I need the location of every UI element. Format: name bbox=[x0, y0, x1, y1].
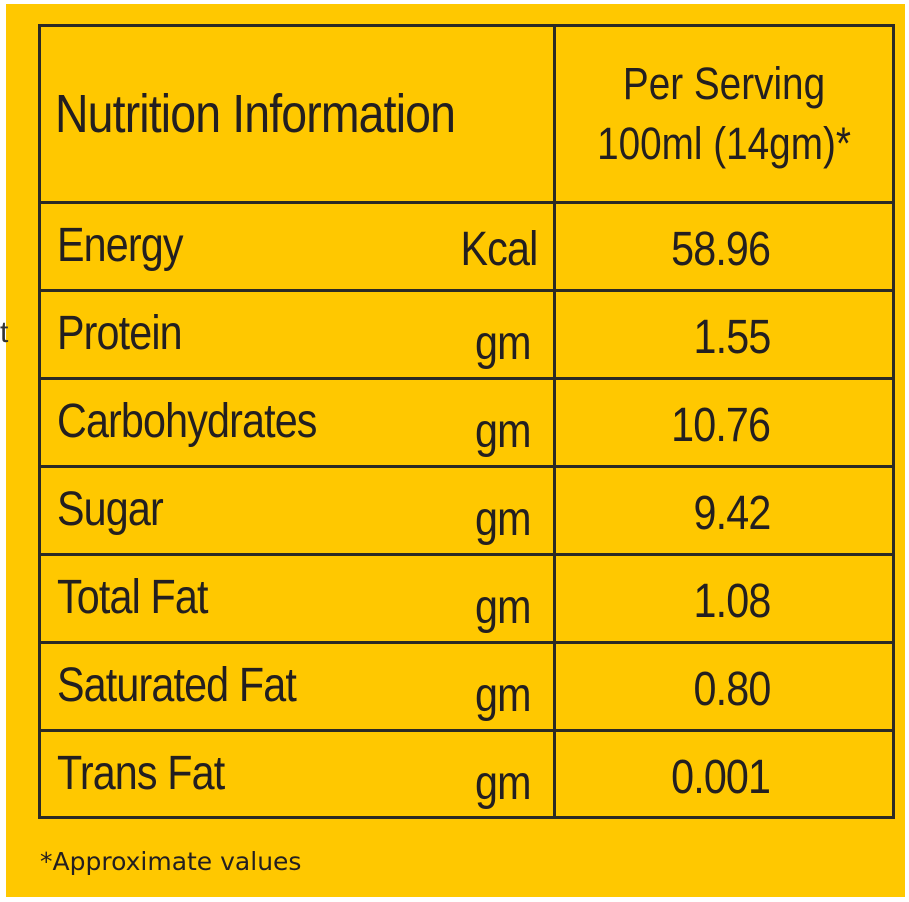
table-row: Protein gm 1.55 bbox=[38, 289, 895, 380]
table-row: Trans Fat gm 0.001 bbox=[38, 729, 895, 819]
value-cell: 1.55 bbox=[553, 289, 895, 380]
table-row: Total Fat gm 1.08 bbox=[38, 553, 895, 644]
nutrient-cell: Saturated Fat gm bbox=[38, 641, 556, 732]
nutrient-cell: Carbohydrates gm bbox=[38, 377, 556, 468]
nutrient-value: 9.42 bbox=[693, 487, 771, 540]
nutrient-cell: Energy Kcal bbox=[38, 201, 556, 292]
value-cell: 0.001 bbox=[553, 729, 895, 819]
table-row: Energy Kcal 58.96 bbox=[38, 201, 895, 292]
nutrient-unit: gm bbox=[475, 757, 531, 810]
nutrient-value: 1.08 bbox=[693, 575, 771, 628]
table-row: Saturated Fat gm 0.80 bbox=[38, 641, 895, 732]
table-row: Carbohydrates gm 10.76 bbox=[38, 377, 895, 468]
nutrient-cell: Sugar gm bbox=[38, 465, 556, 556]
value-cell: 0.80 bbox=[553, 641, 895, 732]
nutrient-name: Trans Fat bbox=[57, 747, 225, 800]
nutrient-value: 0.80 bbox=[693, 663, 771, 716]
nutrient-cell: Protein gm bbox=[38, 289, 556, 380]
nutrient-cell: Trans Fat gm bbox=[38, 729, 556, 819]
header-row: Nutrition Information Per Serving 100ml … bbox=[38, 24, 895, 204]
nutrient-name: Sugar bbox=[57, 483, 164, 536]
nutrient-name: Carbohydrates bbox=[57, 395, 317, 448]
nutrition-table: Nutrition Information Per Serving 100ml … bbox=[38, 24, 895, 819]
nutrient-unit: gm bbox=[475, 669, 531, 722]
nutrient-unit: gm bbox=[475, 405, 531, 458]
value-cell: 10.76 bbox=[553, 377, 895, 468]
nutrient-unit: gm bbox=[475, 581, 531, 634]
value-cell: 9.42 bbox=[553, 465, 895, 556]
value-cell: 1.08 bbox=[553, 553, 895, 644]
table-title: Nutrition Information bbox=[55, 84, 456, 144]
nutrient-value: 1.55 bbox=[693, 311, 771, 364]
nutrient-unit: Kcal bbox=[460, 223, 538, 276]
value-cell: 58.96 bbox=[553, 201, 895, 292]
table-title-cell: Nutrition Information bbox=[38, 24, 556, 204]
nutrient-unit: gm bbox=[475, 493, 531, 546]
nutrient-name: Energy bbox=[57, 219, 184, 272]
serving-label: Per Serving bbox=[622, 58, 826, 109]
footnote: *Approximate values bbox=[40, 847, 302, 876]
nutrient-name: Total Fat bbox=[57, 571, 208, 624]
nutrient-name: Protein bbox=[57, 307, 183, 360]
stray-letter: t bbox=[0, 316, 9, 349]
nutrient-cell: Total Fat gm bbox=[38, 553, 556, 644]
nutrient-value: 10.76 bbox=[670, 399, 771, 452]
nutrient-value: 58.96 bbox=[670, 223, 771, 276]
serving-size: 100ml (14gm)* bbox=[597, 118, 851, 169]
nutrient-unit: gm bbox=[475, 317, 531, 370]
nutrient-name: Saturated Fat bbox=[57, 659, 297, 712]
table-row: Sugar gm 9.42 bbox=[38, 465, 895, 556]
nutrient-value: 0.001 bbox=[670, 751, 771, 804]
serving-header-cell: Per Serving 100ml (14gm)* bbox=[553, 24, 895, 204]
